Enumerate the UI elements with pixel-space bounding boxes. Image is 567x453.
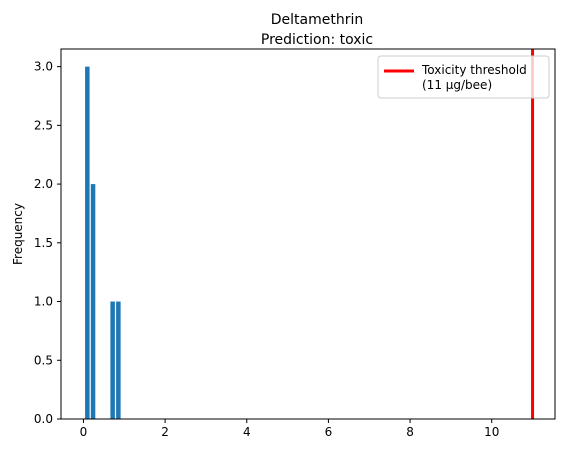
histogram-bar-2 (110, 301, 115, 419)
y-axis-ticks: 0.0 0.5 1.0 1.5 2.0 2.5 3.0 (34, 60, 61, 426)
legend-box (377, 55, 550, 99)
y-tick-label: 3.0 (34, 60, 53, 74)
x-tick-label: 10 (484, 425, 499, 439)
chart-title: Deltamethrin (271, 12, 363, 28)
x-tick-label: 8 (406, 425, 414, 439)
x-tick-label: 4 (243, 425, 251, 439)
x-tick-label: 6 (325, 425, 333, 439)
histogram-bar-1 (90, 184, 96, 419)
x-axis-ticks: 0 2 4 6 8 10 (80, 419, 499, 439)
y-tick-label: 0.0 (34, 412, 53, 426)
y-tick-label: 0.5 (34, 353, 53, 367)
histogram-bar-0 (85, 66, 90, 419)
histogram-bars (85, 66, 121, 419)
y-tick-label: 1.5 (34, 236, 53, 250)
x-tick-label: 2 (161, 425, 169, 439)
plot-area-frame (60, 48, 556, 420)
legend: Toxicity threshold (11 µg/bee) (377, 55, 550, 99)
x-tick-label: 0 (80, 425, 88, 439)
legend-threshold-sublabel: (11 µg/bee) (422, 78, 492, 92)
y-axis-label: Frequency (11, 203, 25, 265)
histogram-bar-3 (116, 301, 121, 419)
chart-subtitle: Prediction: toxic (261, 32, 373, 48)
y-tick-label: 2.0 (34, 177, 53, 191)
y-tick-label: 1.0 (34, 295, 53, 309)
legend-threshold-label: Toxicity threshold (421, 63, 527, 77)
y-tick-label: 2.5 (34, 118, 53, 132)
